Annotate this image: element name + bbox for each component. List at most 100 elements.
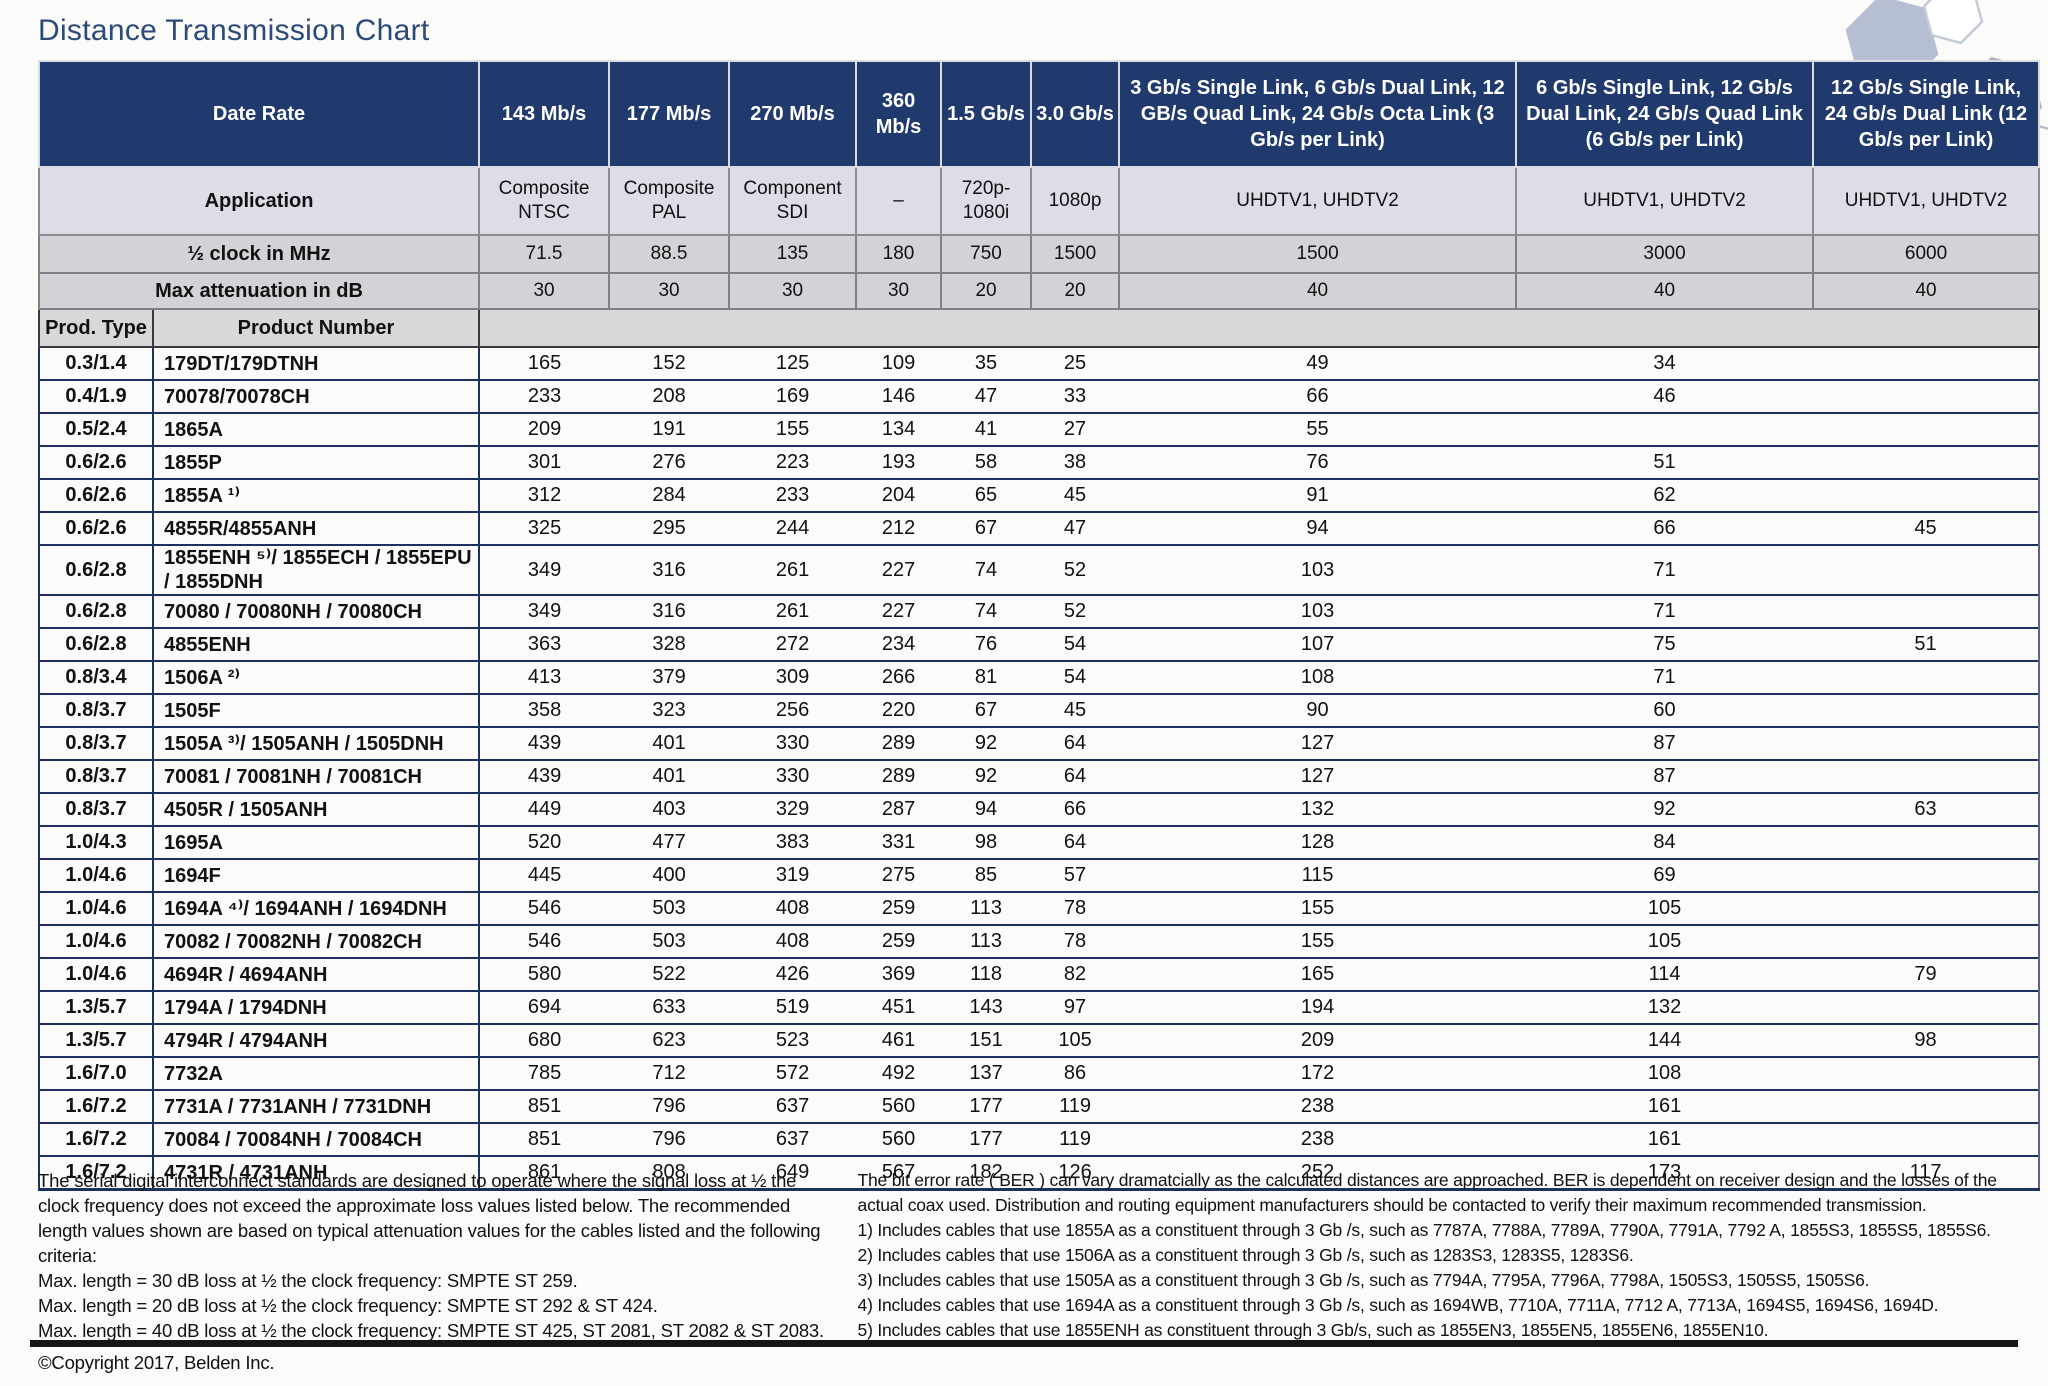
application-col-6: 1080p	[1030, 166, 1121, 236]
value-cell	[1813, 726, 2041, 760]
date-rate-col-9: 12 Gb/s Single Link, 24 Gb/s Dual Link (…	[1812, 60, 2041, 168]
date-rate-label: Date Rate	[37, 60, 481, 168]
value-cell: 633	[609, 990, 730, 1024]
value-cell: 580	[479, 957, 610, 991]
footnotes: The serial digital interconnect standard…	[38, 1168, 2028, 1375]
product-number-cell: 4731R / 4731ANH	[153, 1155, 481, 1191]
value-cell: 275	[856, 858, 942, 892]
value-cell: 155	[1119, 891, 1517, 925]
value-cell	[1813, 759, 2041, 793]
value-cell: 114	[1516, 957, 1814, 991]
value-cell: 165	[479, 346, 610, 380]
value-cell: 295	[609, 511, 730, 545]
value-cell: 155	[1119, 924, 1517, 958]
application-col-8: UHDTV1, UHDTV2	[1515, 166, 1815, 236]
product-number-cell: 1694F	[153, 858, 481, 892]
value-cell: 400	[609, 858, 730, 892]
value-cell: 107	[1119, 627, 1517, 661]
value-cell: 546	[479, 891, 610, 925]
table-row: 1.0/4.6 70082 / 70082NH / 70082CH 546 503 40…	[38, 924, 2041, 958]
value-cell: 127	[1119, 726, 1517, 760]
value-cell: 161	[1516, 1122, 1814, 1156]
value-cell: 316	[609, 594, 730, 628]
value-cell: 808	[609, 1155, 730, 1191]
value-cell: 126	[1031, 1155, 1120, 1191]
value-cell: 272	[729, 627, 857, 661]
value-cell	[1813, 478, 2041, 512]
value-cell	[1813, 660, 2041, 694]
value-cell: 401	[609, 759, 730, 793]
value-cell: 71	[1516, 594, 1814, 628]
value-cell: 227	[856, 594, 942, 628]
table-row: 1.6/7.2 4731R / 4731ANH 861 808 649 567 182 126…	[38, 1155, 2041, 1191]
value-cell: 522	[609, 957, 730, 991]
prod-type-cell: 0.8/3.7	[38, 792, 154, 826]
value-cell: 851	[479, 1122, 610, 1156]
product-number-cell: 70081 / 70081NH / 70081CH	[153, 759, 481, 793]
value-cell: 325	[479, 511, 610, 545]
value-cell: 439	[479, 759, 610, 793]
product-header-spacer	[478, 308, 2041, 348]
hexagon-outline-small	[1922, 0, 1984, 45]
value-cell: 78	[1031, 891, 1120, 925]
half-clock-col-9: 6000	[1812, 234, 2041, 274]
footnote-left-column: The serial digital interconnect standard…	[38, 1168, 832, 1375]
value-cell: 712	[609, 1056, 730, 1090]
value-cell: 227	[856, 544, 942, 595]
date-rate-col-8: 6 Gb/s Single Link, 12 Gb/s Dual Link, 2…	[1515, 60, 1815, 168]
value-cell: 108	[1516, 1056, 1814, 1090]
value-cell: 234	[856, 627, 942, 661]
prod-type-cell: 0.8/3.4	[38, 660, 154, 694]
value-cell: 47	[941, 379, 1032, 413]
application-col-1: Composite NTSC	[478, 166, 611, 236]
prod-type-cell: 1.6/7.2	[38, 1089, 154, 1123]
value-cell: 233	[479, 379, 610, 413]
value-cell	[1813, 379, 2041, 413]
prod-type-cell: 1.0/4.6	[38, 957, 154, 991]
value-cell: 52	[1031, 544, 1120, 595]
value-cell	[1813, 924, 2041, 958]
table-wrap: Date Rate 143 Mb/s 177 Mb/s 270 Mb/s 360 Mb…	[37, 60, 2041, 1191]
value-cell: 94	[1119, 511, 1517, 545]
numbered-note: 5) Includes cables that use 1855ENH as c…	[857, 1320, 1769, 1340]
value-cell	[1813, 544, 2041, 595]
product-number-cell: 70080 / 70080NH / 70080CH	[153, 594, 481, 628]
value-cell: 65	[941, 478, 1032, 512]
numbered-notes: 1) Includes cables that use 1855A as a c…	[858, 1218, 2028, 1343]
prod-type-cell: 0.8/3.7	[38, 759, 154, 793]
value-cell: 694	[479, 990, 610, 1024]
value-cell: 85	[941, 858, 1032, 892]
table-row: 0.6/2.6 4855R/4855ANH 325 295 244 212 67 47 94 66…	[38, 511, 2041, 545]
prod-type-cell: 0.8/3.7	[38, 693, 154, 727]
value-cell: 637	[729, 1089, 857, 1123]
value-cell: 38	[1031, 445, 1120, 479]
table-row: 0.6/2.8 1855ENH ⁵⁾/ 1855ECH / 1855EPU / 1…	[38, 544, 2041, 595]
value-cell: 78	[1031, 924, 1120, 958]
value-cell: 119	[1031, 1122, 1120, 1156]
date-rate-row: Date Rate 143 Mb/s 177 Mb/s 270 Mb/s 360 Mb…	[37, 60, 2041, 168]
value-cell: 413	[479, 660, 610, 694]
value-cell: 105	[1031, 1023, 1120, 1057]
numbered-note: 4) Includes cables that use 1694A as a c…	[857, 1295, 1939, 1315]
half-clock-label: ½ clock in MHz	[37, 234, 481, 274]
value-cell: 261	[729, 544, 857, 595]
prod-type-cell: 0.6/2.8	[38, 544, 154, 595]
value-cell: 451	[856, 990, 942, 1024]
value-cell: 492	[856, 1056, 942, 1090]
value-cell: 54	[1031, 627, 1120, 661]
application-col-3: Component SDI	[728, 166, 858, 236]
table-row: 0.8/3.7 1505F 358 323 256 220 67 45 90 60	[38, 693, 2041, 727]
attenuation-col-9: 40	[1812, 272, 2041, 310]
right-intro-paragraph: The bit error rate ( BER ) can vary dram…	[857, 1170, 1997, 1215]
value-cell: 523	[729, 1023, 857, 1057]
max-length-notes: Max. length = 30 dB loss at ½ the clock …	[38, 1268, 832, 1343]
value-cell: 461	[856, 1023, 942, 1057]
table-row: 1.6/7.2 7731A / 7731ANH / 7731DNH 851 796 63…	[38, 1089, 2041, 1123]
value-cell: 109	[856, 346, 942, 380]
table-row: 0.6/2.8 70080 / 70080NH / 70080CH 349 316 26…	[38, 594, 2041, 628]
numbered-note: 3) Includes cables that use 1505A as a c…	[857, 1270, 1870, 1290]
product-number-cell: 1855ENH ⁵⁾/ 1855ECH / 1855EPU / 1855DNH	[153, 544, 481, 595]
value-cell: 383	[729, 825, 857, 859]
value-cell: 223	[729, 445, 857, 479]
value-cell: 426	[729, 957, 857, 991]
